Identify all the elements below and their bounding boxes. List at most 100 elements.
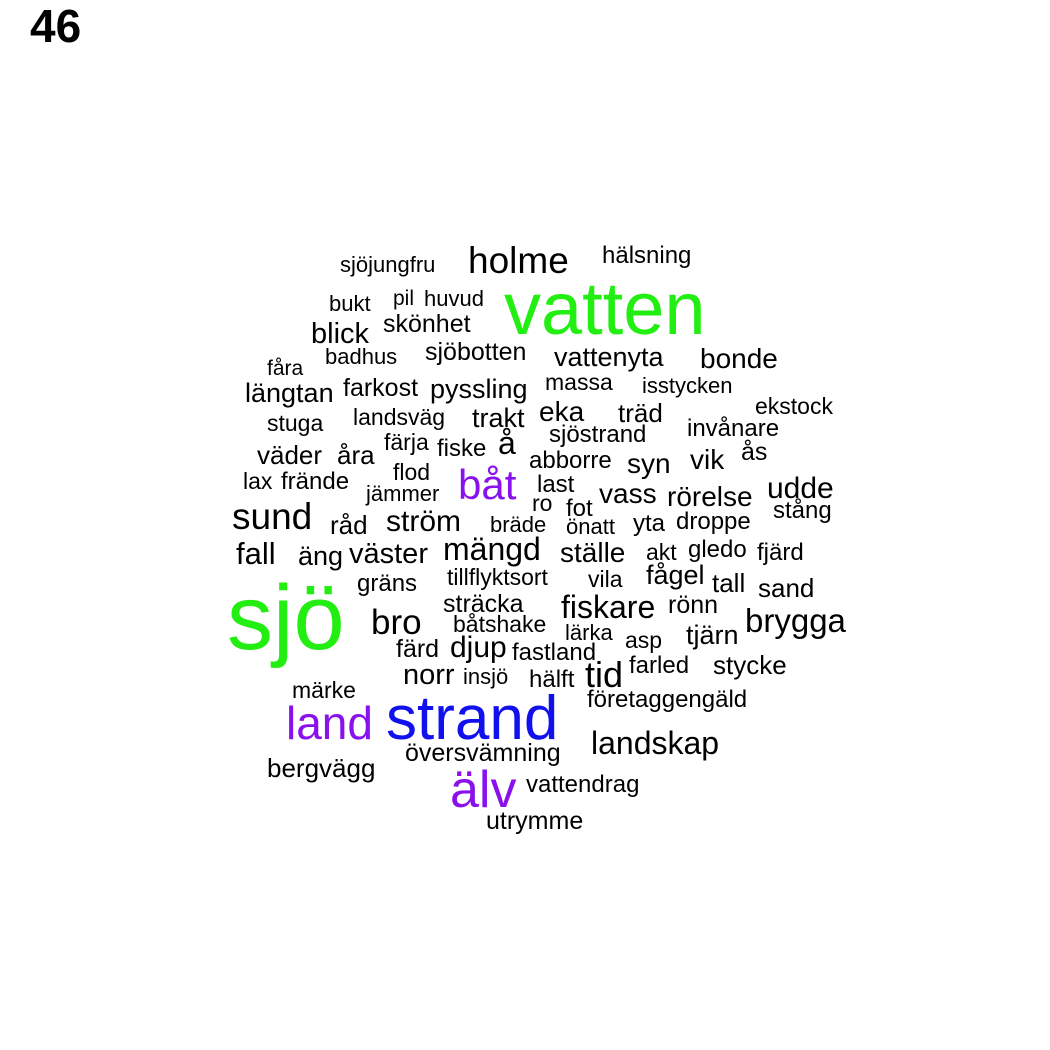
word-trakt: trakt [472, 403, 525, 433]
word-halsning: hälsning [602, 242, 692, 269]
word-bonde: bonde [700, 343, 778, 374]
word-jammer: jämmer [366, 481, 440, 506]
word-flod: flod [393, 459, 431, 485]
word-invanare: invånare [687, 415, 780, 442]
word-norr: norr [403, 659, 455, 691]
word-onatt: önatt [566, 514, 615, 539]
word-udde: udde [767, 472, 834, 505]
word-holme: holme [468, 240, 569, 281]
word-pil: pil [393, 287, 415, 310]
word-as: ås [741, 438, 768, 466]
word-stuga: stuga [267, 410, 324, 436]
word-sjojungfru: sjöjungfru [340, 252, 436, 277]
word-insjo: insjö [463, 664, 509, 689]
word-pyssling: pyssling [430, 374, 528, 404]
word-tid: tid [585, 654, 624, 695]
word-sjostrand: sjöstrand [549, 421, 647, 448]
word-batshake: båtshake [453, 611, 547, 637]
word-sund: sund [232, 496, 313, 537]
word-farja: färja [384, 429, 429, 455]
word-stalle: ställe [560, 537, 626, 568]
word-asp: asp [625, 627, 663, 653]
word-alv: älv [450, 761, 517, 819]
word-brade: bräde [490, 512, 547, 537]
word-vader: väder [257, 440, 323, 470]
word-gledo: gledo [688, 536, 747, 563]
panel-number: 46 [30, 0, 82, 52]
word-strom: ström [386, 505, 461, 538]
word-mangd: mängd [443, 531, 541, 567]
word-droppe: droppe [676, 508, 751, 535]
word-fard: färd [396, 635, 440, 663]
word-bat: båt [458, 461, 517, 508]
word-ekstock: ekstock [755, 393, 833, 419]
word-frande: frände [281, 468, 350, 495]
word-vaster: väster [349, 538, 428, 570]
word-ronn: rönn [668, 591, 719, 619]
word-brygga: brygga [745, 602, 846, 639]
word-stang: stång [773, 497, 832, 524]
word-a: å [498, 425, 516, 461]
word-oversvamning: översvämning [405, 739, 561, 767]
word-foretaggengald: företaggengäld [587, 686, 748, 713]
word-tillflyktsort: tillflyktsort [447, 564, 548, 590]
word-vass: vass [599, 478, 657, 509]
word-vila: vila [588, 566, 623, 592]
word-rad: råd [330, 510, 368, 540]
word-farled: farled [629, 652, 690, 679]
word-fara: fåra [267, 357, 304, 380]
word-langtan: längtan [245, 378, 334, 408]
word-larka: lärka [565, 620, 613, 645]
word-syn: syn [627, 448, 671, 479]
word-last: last [537, 471, 575, 498]
word-akt: akt [646, 539, 677, 565]
word-vattendrag: vattendrag [526, 771, 640, 798]
word-vatten: vatten [504, 267, 706, 350]
word-bukt: bukt [329, 291, 371, 316]
word-fot: fot [566, 495, 593, 522]
word-ang: äng [298, 541, 344, 571]
word-tjarn: tjärn [686, 620, 739, 650]
word-landsvag: landsväg [353, 404, 446, 430]
word-djup: djup [450, 631, 507, 664]
word-farkost: farkost [343, 374, 419, 402]
word-sjo: sjö [227, 567, 345, 669]
word-fastland: fastland [512, 639, 597, 666]
word-vik: vik [690, 444, 725, 475]
word-halft: hälft [529, 666, 575, 693]
word-fiske: fiske [437, 435, 487, 462]
word-utrymme: utrymme [486, 807, 584, 835]
word-stycke: stycke [713, 650, 787, 680]
word-ara: åra [337, 440, 375, 470]
word-blick: blick [311, 318, 370, 350]
word-lax: lax [243, 468, 273, 494]
word-rorelse: rörelse [667, 481, 753, 512]
word-bro: bro [371, 603, 422, 642]
word-tall: tall [712, 568, 746, 598]
word-landskap: landskap [591, 725, 720, 761]
word-strand: strand [386, 684, 559, 753]
word-bergvagg: bergvägg [267, 753, 376, 783]
word-vattenyta: vattenyta [554, 342, 664, 372]
word-marke: märke [292, 677, 356, 703]
word-stracka: sträcka [443, 590, 524, 618]
word-abborre: abborre [529, 447, 612, 474]
word-trad: träd [618, 398, 663, 428]
word-fall: fall [236, 536, 276, 571]
word-skonhet: skönhet [383, 310, 471, 338]
word-massa: massa [545, 369, 613, 395]
word-huvud: huvud [424, 286, 484, 311]
word-sjobotten: sjöbotten [425, 338, 527, 366]
word-sand: sand [758, 573, 815, 603]
word-fiskare: fiskare [561, 589, 656, 625]
word-yta: yta [633, 510, 666, 537]
word-eka: eka [539, 396, 585, 427]
word-badhus: badhus [325, 344, 398, 369]
word-fjard: fjärd [757, 539, 804, 566]
word-isstycken: isstycken [642, 373, 733, 398]
word-fagel: fågel [646, 560, 705, 590]
word-land: land [286, 697, 373, 749]
word-ro: ro [532, 490, 553, 516]
word-grans: gräns [357, 570, 418, 597]
